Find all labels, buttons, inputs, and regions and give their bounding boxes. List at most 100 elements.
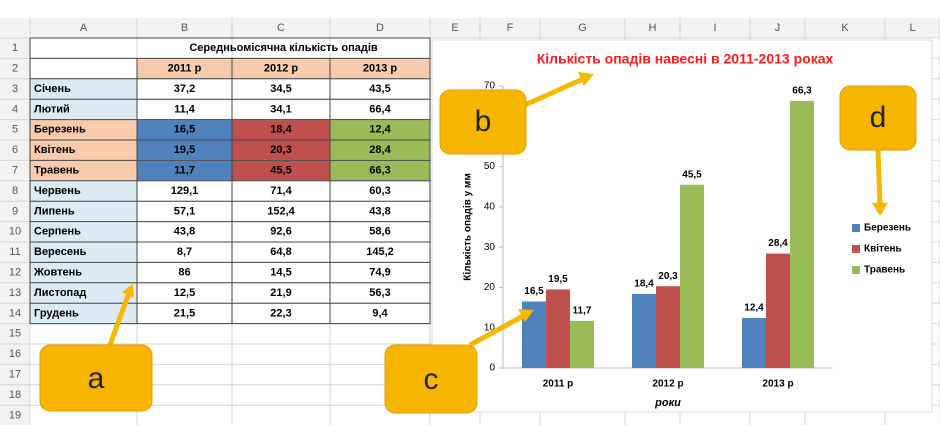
table-cell: 57,1	[174, 205, 195, 217]
arrow	[468, 312, 527, 348]
table-cell: 58,6	[369, 226, 390, 238]
cell-fill	[30, 180, 137, 202]
column-header: E	[451, 22, 458, 34]
table-cell: 92,6	[270, 226, 291, 238]
arrow-head	[872, 203, 888, 216]
row-label: Жовтень	[33, 267, 82, 279]
column-header: H	[649, 22, 657, 34]
data-label: 66,3	[792, 86, 812, 97]
column-header: B	[181, 22, 188, 34]
callout-label: b	[475, 105, 492, 138]
row-label: Квітень	[34, 144, 76, 156]
column-header-bar	[0, 18, 940, 38]
arrow	[107, 289, 133, 346]
table-title: Середньомісячна кількість опадів	[189, 42, 378, 54]
table-cell: 37,2	[174, 83, 195, 95]
y-tick-label: 40	[484, 201, 496, 212]
bar	[632, 293, 656, 368]
cell-fill	[137, 58, 232, 79]
row-header: 11	[9, 246, 20, 258]
bar	[656, 286, 680, 368]
cell-fill	[232, 140, 330, 161]
row-label: Березень	[34, 124, 86, 136]
table-cell: 145,2	[366, 246, 394, 258]
row-header: 7	[12, 165, 18, 177]
row-label: Листопад	[34, 287, 86, 299]
table-cell: 20,3	[270, 144, 291, 156]
table-cell: 66,4	[369, 103, 391, 115]
y-tick-label: 10	[484, 322, 496, 333]
data-label: 45,5	[682, 169, 702, 180]
row-header: 13	[9, 287, 21, 299]
column-header: F	[507, 22, 514, 34]
table-cell: 71,4	[270, 185, 292, 197]
row-header: 15	[9, 328, 21, 340]
cell-fill	[30, 303, 137, 324]
cell-fill	[30, 262, 137, 283]
row-label: Січень	[34, 83, 71, 95]
legend-label: Квітень	[864, 244, 902, 255]
arrow-head	[518, 309, 534, 322]
data-label: 11,7	[573, 306, 592, 317]
table-cell: 18,4	[270, 124, 292, 136]
bar	[546, 289, 570, 368]
table-cell: 152,4	[267, 205, 295, 217]
row-header: 2	[12, 63, 18, 75]
x-tick-label: 2011 р	[543, 379, 574, 390]
chart-title: Кількість опадів навесні в 2011-2013 рок…	[537, 51, 834, 67]
row-header: 6	[12, 144, 18, 156]
table-cell: 74,9	[369, 267, 390, 279]
row-label: Грудень	[34, 307, 79, 319]
y-tick-label: 0	[489, 363, 495, 374]
callout-box	[839, 85, 917, 151]
cell-fill	[30, 221, 137, 242]
column-header: J	[775, 22, 781, 34]
table-cell: 12,4	[369, 124, 391, 136]
column-header: L	[909, 22, 915, 34]
table-cell: 21,9	[270, 287, 291, 299]
cell-fill	[30, 119, 137, 140]
table-cell: 11,7	[174, 165, 195, 177]
column-header: C	[277, 22, 285, 34]
column-header: G	[578, 22, 587, 34]
data-label: 12,4	[744, 303, 764, 314]
arrow-head	[578, 72, 594, 86]
legend-swatch	[852, 245, 860, 253]
bar	[766, 253, 790, 368]
legend-swatch	[852, 266, 860, 274]
table-cell: 56,3	[369, 287, 390, 299]
row-header: 14	[9, 307, 21, 319]
data-label: 20,3	[658, 271, 678, 282]
table-cell: 8,7	[177, 246, 192, 258]
table-cell: 11,4	[174, 103, 196, 115]
cell-fill	[232, 160, 330, 181]
column-header: K	[841, 22, 849, 34]
cell-fill	[232, 58, 330, 79]
table-cell: 14,5	[270, 267, 291, 279]
cell-fill	[330, 160, 430, 181]
row-header: 18	[9, 389, 21, 401]
y-tick-label: 50	[484, 161, 496, 172]
row-header: 9	[12, 205, 18, 217]
callout-label: d	[870, 101, 887, 134]
column-header: A	[80, 22, 88, 34]
cell-fill	[30, 140, 137, 161]
row-label: Липень	[34, 205, 75, 217]
y-tick-label: 70	[484, 81, 496, 92]
table-cell: 66,3	[369, 165, 390, 177]
row-label: Серпень	[34, 226, 81, 238]
table-cell: 43,8	[174, 226, 195, 238]
row-header: 12	[9, 267, 21, 279]
cell-fill	[30, 160, 137, 181]
y-axis-label: Кількість опадів у мм	[463, 173, 474, 280]
row-header: 4	[12, 103, 18, 115]
table-cell: 129,1	[171, 185, 199, 197]
table-cell: 19,5	[174, 144, 195, 156]
cell-fill	[30, 242, 137, 263]
table-cell: 22,3	[270, 307, 291, 319]
arrow-head	[122, 284, 134, 298]
table-cell: 45,5	[270, 165, 291, 177]
cell-fill	[330, 140, 430, 161]
y-tick-label: 30	[484, 242, 496, 253]
cell-fill	[137, 160, 232, 181]
